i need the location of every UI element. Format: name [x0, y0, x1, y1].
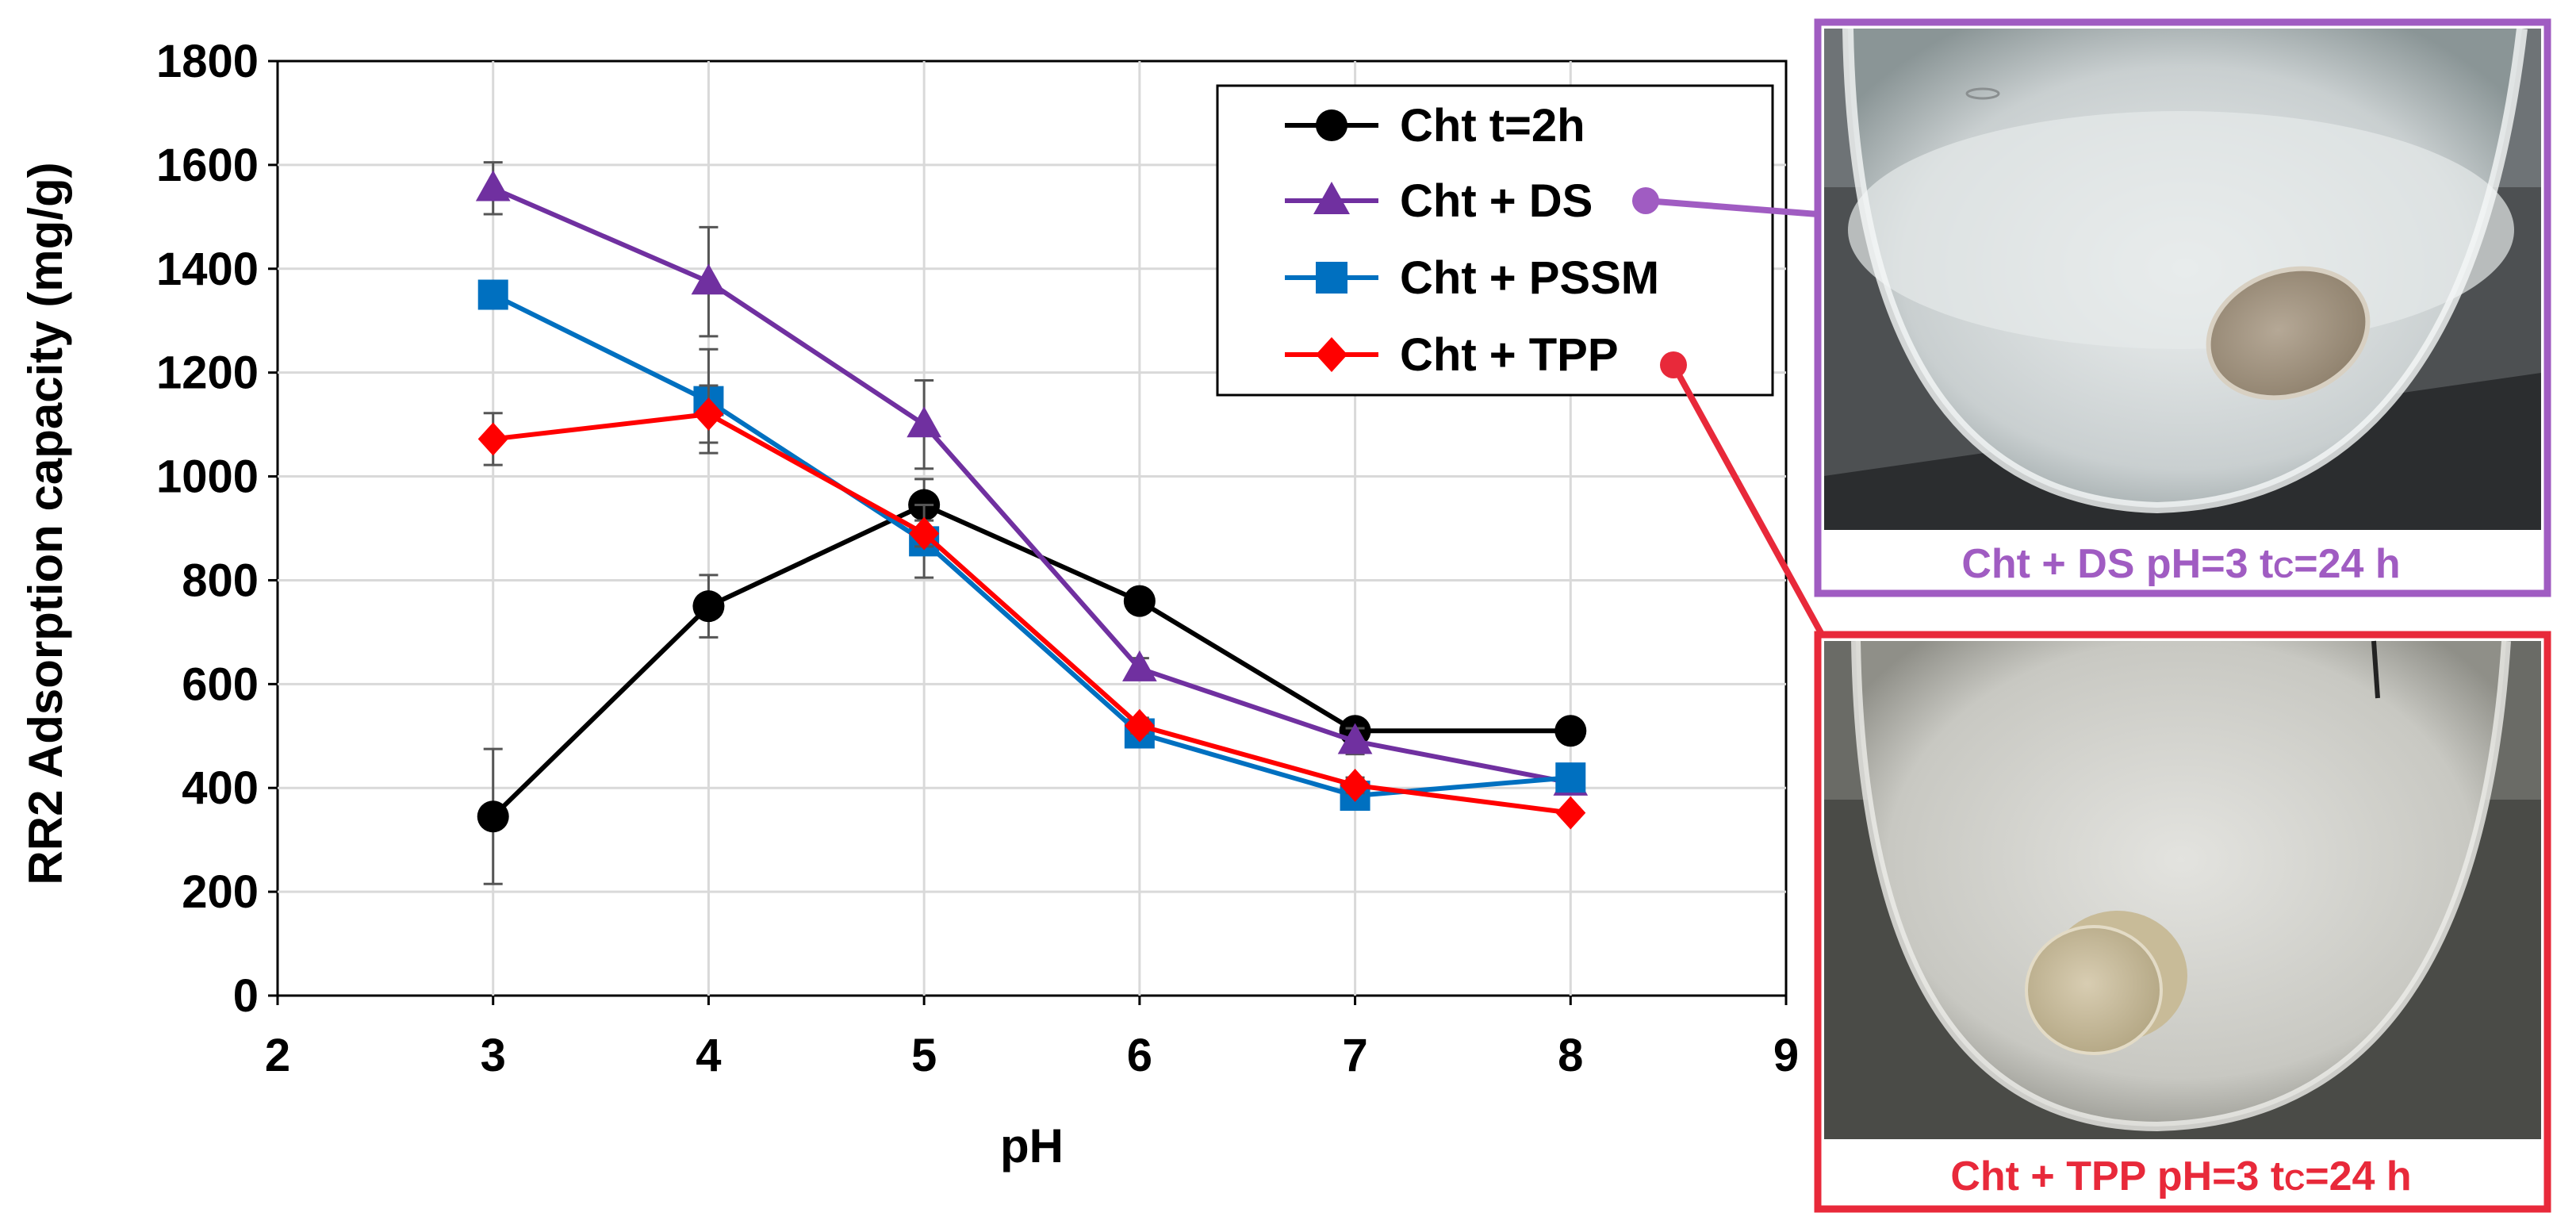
data-point [1123, 585, 1156, 617]
series-3 [477, 384, 1586, 830]
legend-marker [1313, 182, 1350, 214]
series-line [492, 292, 1571, 799]
data-point [477, 422, 508, 456]
photo-ds-caption: Cht + DS pH=3 tC=24 h [1961, 541, 2400, 587]
legend-box [1216, 84, 1774, 397]
x-axis-title: pH [1000, 1119, 1064, 1173]
data-point [907, 406, 941, 438]
y-ticks: 0 200 400 600 800 1000 1200 1400 1600 1800 [156, 36, 278, 1022]
legend-entry: Cht + PSSM [1285, 252, 1659, 304]
legend-entry: Cht + DS [1285, 175, 1593, 227]
x-tick-label: 3 [481, 1030, 506, 1081]
y-tick-label: 600 [182, 658, 259, 710]
x-tick-label: 9 [1773, 1030, 1799, 1081]
legend-entry: Cht t=2h [1285, 100, 1585, 152]
data-point [477, 800, 509, 833]
legend-label: Cht + PSSM [1400, 252, 1659, 304]
data-point [1555, 796, 1586, 830]
y-tick-label: 1600 [156, 140, 259, 191]
photo-ds: Cht + DS pH=3 tC=24 h [1814, 18, 2551, 597]
legend: Cht t=2h Cht + DS Cht + PSSM Cht + TPP [1216, 84, 1774, 397]
data-point [475, 170, 511, 201]
series-line [492, 186, 1571, 785]
photo-tpp-image [1824, 640, 2541, 1139]
y-tick-label: 1400 [156, 244, 259, 295]
x-tick-label: 2 [265, 1030, 290, 1081]
x-tick-label: 5 [911, 1030, 937, 1081]
data-point [1555, 762, 1586, 793]
membrane-disc-tpp [2025, 925, 2163, 1055]
connector-ds [1632, 187, 1819, 217]
x-tick-label: 6 [1127, 1030, 1152, 1081]
series-line [493, 411, 1571, 816]
photo-ds-image [1824, 28, 2541, 530]
x-tick-label: 4 [696, 1030, 721, 1081]
legend-label: Cht + TPP [1400, 329, 1619, 381]
y-tick-label: 800 [182, 555, 259, 606]
legend-entry: Cht + TPP [1285, 329, 1619, 381]
data-point [1124, 708, 1155, 743]
y-tick-label: 200 [182, 866, 259, 918]
photo-tpp: Cht + TPP pH=3 tC=24 h [1814, 631, 2551, 1213]
y-tick-label: 0 [233, 970, 259, 1022]
y-tick-label: 1200 [156, 347, 259, 399]
data-point [1554, 715, 1587, 747]
data-point [909, 516, 940, 551]
legend-label: Cht + DS [1400, 175, 1593, 227]
series-layer [475, 161, 1589, 885]
membrane-disc-ds [2206, 266, 2371, 401]
legend-marker [1316, 337, 1347, 372]
y-tick-label: 400 [182, 762, 259, 814]
data-point [477, 279, 508, 310]
x-tick-label: 8 [1558, 1030, 1583, 1081]
data-point [1337, 723, 1373, 754]
x-ticks: 2 3 4 5 6 7 8 9 [265, 996, 1799, 1081]
legend-label: Cht t=2h [1400, 100, 1585, 152]
y-tick-label: 1800 [156, 36, 259, 87]
series-line [491, 502, 1571, 819]
data-point [1340, 769, 1370, 802]
data-point [691, 263, 726, 295]
y-tick-label: 1000 [156, 451, 259, 503]
connector-tpp [1660, 351, 1827, 640]
photo-tpp-caption: Cht + TPP pH=3 tC=24 h [1950, 1153, 2411, 1199]
y-axis-title: RR2 Adsorption capacity (mg/g) [19, 162, 72, 885]
x-tick-label: 7 [1342, 1030, 1367, 1081]
data-point [693, 397, 724, 431]
data-point [1122, 650, 1157, 681]
legend-marker [1316, 262, 1347, 294]
data-point [692, 590, 725, 623]
legend-marker [1316, 109, 1347, 141]
series-0 [477, 478, 1587, 885]
